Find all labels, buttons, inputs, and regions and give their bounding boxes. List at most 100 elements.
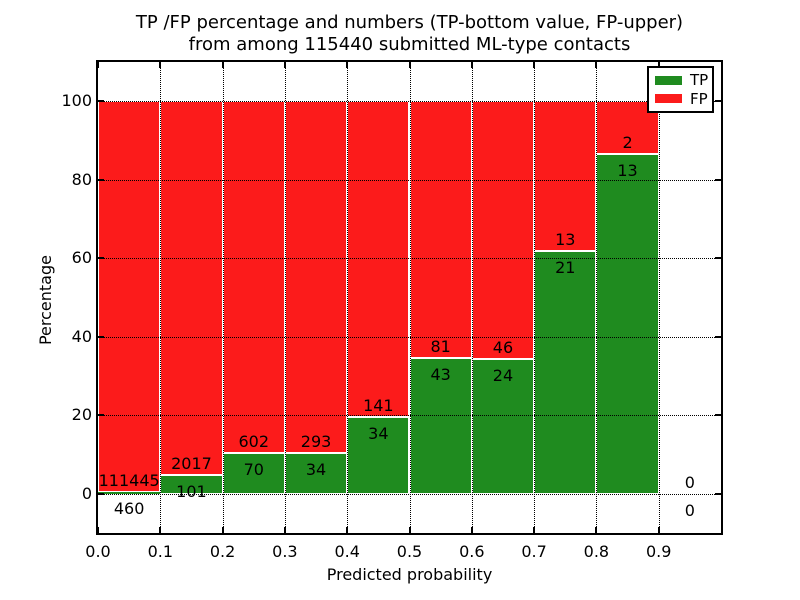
bar-tp-segment (534, 251, 597, 494)
bar-fp-segment (284, 101, 348, 453)
horizontal-gridline (98, 258, 721, 260)
y-tick-label: 0 (81, 483, 92, 503)
fp-count-label: 2 (622, 132, 633, 152)
x-tick-mark-top (159, 62, 162, 68)
vertical-gridline (160, 62, 162, 533)
bar-tp-segment (98, 492, 161, 494)
y-tick-mark (98, 100, 104, 103)
x-tick-label: 0.9 (645, 542, 672, 561)
tp-count-label: 24 (492, 366, 514, 386)
x-tick-mark (533, 527, 536, 533)
tp-count-label: 43 (430, 364, 451, 384)
x-tick-mark-top (408, 62, 411, 68)
horizontal-gridline (98, 101, 721, 103)
x-tick-mark-top (470, 62, 473, 68)
x-tick-mark-top (283, 62, 286, 68)
vertical-gridline (222, 62, 224, 533)
tp-count-label: 13 (617, 160, 638, 180)
fp-count-label: 2017 (171, 454, 212, 474)
x-tick-mark-top (346, 62, 349, 68)
x-tick-label: 0.1 (147, 542, 174, 561)
fp-count-label: 111445 (98, 471, 160, 491)
y-tick-mark (98, 178, 104, 181)
vertical-gridline (409, 62, 411, 533)
x-tick-label: 0.2 (209, 542, 236, 561)
x-tick-mark (657, 527, 660, 533)
x-tick-mark-top (221, 62, 224, 68)
x-tick-label: 0.3 (272, 542, 298, 561)
tp-count-label: 34 (305, 459, 327, 479)
y-tick-mark (98, 257, 104, 260)
x-tick-label: 0.4 (334, 542, 360, 561)
y-tick-label: 40 (71, 326, 92, 346)
fp-count-label: 13 (555, 230, 576, 250)
bar-tp-segment (471, 359, 535, 494)
vertical-gridline (534, 62, 536, 533)
y-tick-label: 60 (71, 248, 92, 268)
tp-swatch-icon (655, 75, 682, 85)
fp-count-label: 602 (238, 431, 270, 451)
x-tick-mark-top (595, 62, 598, 68)
legend: TP FP (647, 66, 714, 113)
x-tick-label: 0.0 (85, 542, 111, 561)
chart-title-line2: from among 115440 submitted ML-type cont… (188, 34, 631, 55)
tp-count-label: 0 (684, 500, 695, 520)
y-tick-mark-right (715, 335, 721, 338)
fp-count-label: 141 (363, 396, 394, 416)
bar-fp-segment (222, 101, 285, 453)
bar-tp-segment (222, 452, 285, 494)
bar-fp-segment (160, 101, 223, 476)
y-tick-label: 20 (71, 405, 92, 425)
legend-label-tp: TP (690, 71, 709, 90)
y-tick-mark-right (715, 178, 721, 181)
tp-count-label: 34 (368, 424, 389, 444)
horizontal-gridline (98, 336, 721, 338)
x-tick-mark (97, 527, 99, 533)
tp-count-label: 101 (176, 482, 207, 502)
y-tick-mark-right (715, 257, 721, 260)
vertical-gridline (658, 62, 660, 533)
x-tick-mark-top (657, 62, 660, 68)
y-tick-label: 80 (71, 169, 92, 189)
horizontal-gridline (98, 179, 721, 181)
bar-tp-segment (284, 452, 348, 494)
x-tick-mark (221, 527, 224, 533)
bar-fp-segment (409, 101, 472, 358)
x-tick-mark (283, 527, 286, 533)
vertical-gridline (471, 62, 473, 533)
fp-swatch-icon (655, 94, 682, 104)
fp-count-label: 81 (430, 336, 451, 356)
horizontal-gridline (98, 415, 721, 417)
vertical-gridline (284, 62, 286, 533)
y-tick-mark-right (715, 100, 721, 103)
x-tick-mark-top (97, 62, 99, 68)
y-tick-mark (98, 414, 104, 417)
x-tick-mark (408, 527, 411, 533)
x-tick-label: 0.8 (583, 542, 610, 561)
horizontal-gridline (98, 493, 721, 495)
x-tick-mark (470, 527, 473, 533)
y-tick-mark (98, 492, 104, 495)
x-tick-mark (159, 527, 162, 533)
y-tick-label: 100 (61, 91, 92, 111)
bar-fp-segment (471, 101, 535, 360)
legend-item-fp: FP (655, 91, 708, 107)
legend-item-tp: TP (655, 71, 709, 90)
y-axis-label: Percentage (36, 255, 55, 346)
vertical-gridline (347, 62, 349, 533)
x-tick-label: 0.6 (459, 542, 485, 561)
x-tick-mark (346, 527, 349, 533)
fp-count-label: 0 (684, 472, 695, 492)
x-axis-label: Predicted probability (326, 565, 493, 584)
bar-fp-segment (534, 101, 597, 252)
bar-fp-segment (98, 101, 161, 493)
x-tick-label: 0.5 (396, 542, 423, 561)
y-tick-mark (98, 335, 104, 338)
x-tick-mark (595, 527, 598, 533)
bar-tp-segment (347, 417, 410, 494)
y-tick-mark-right (715, 414, 721, 417)
tp-count-label: 460 (113, 499, 145, 519)
plot-area: 111445 460 2017 101 602 70 293 34 141 34 81 43 46 24 1… (97, 62, 721, 533)
y-tick-mark-right (715, 492, 721, 495)
